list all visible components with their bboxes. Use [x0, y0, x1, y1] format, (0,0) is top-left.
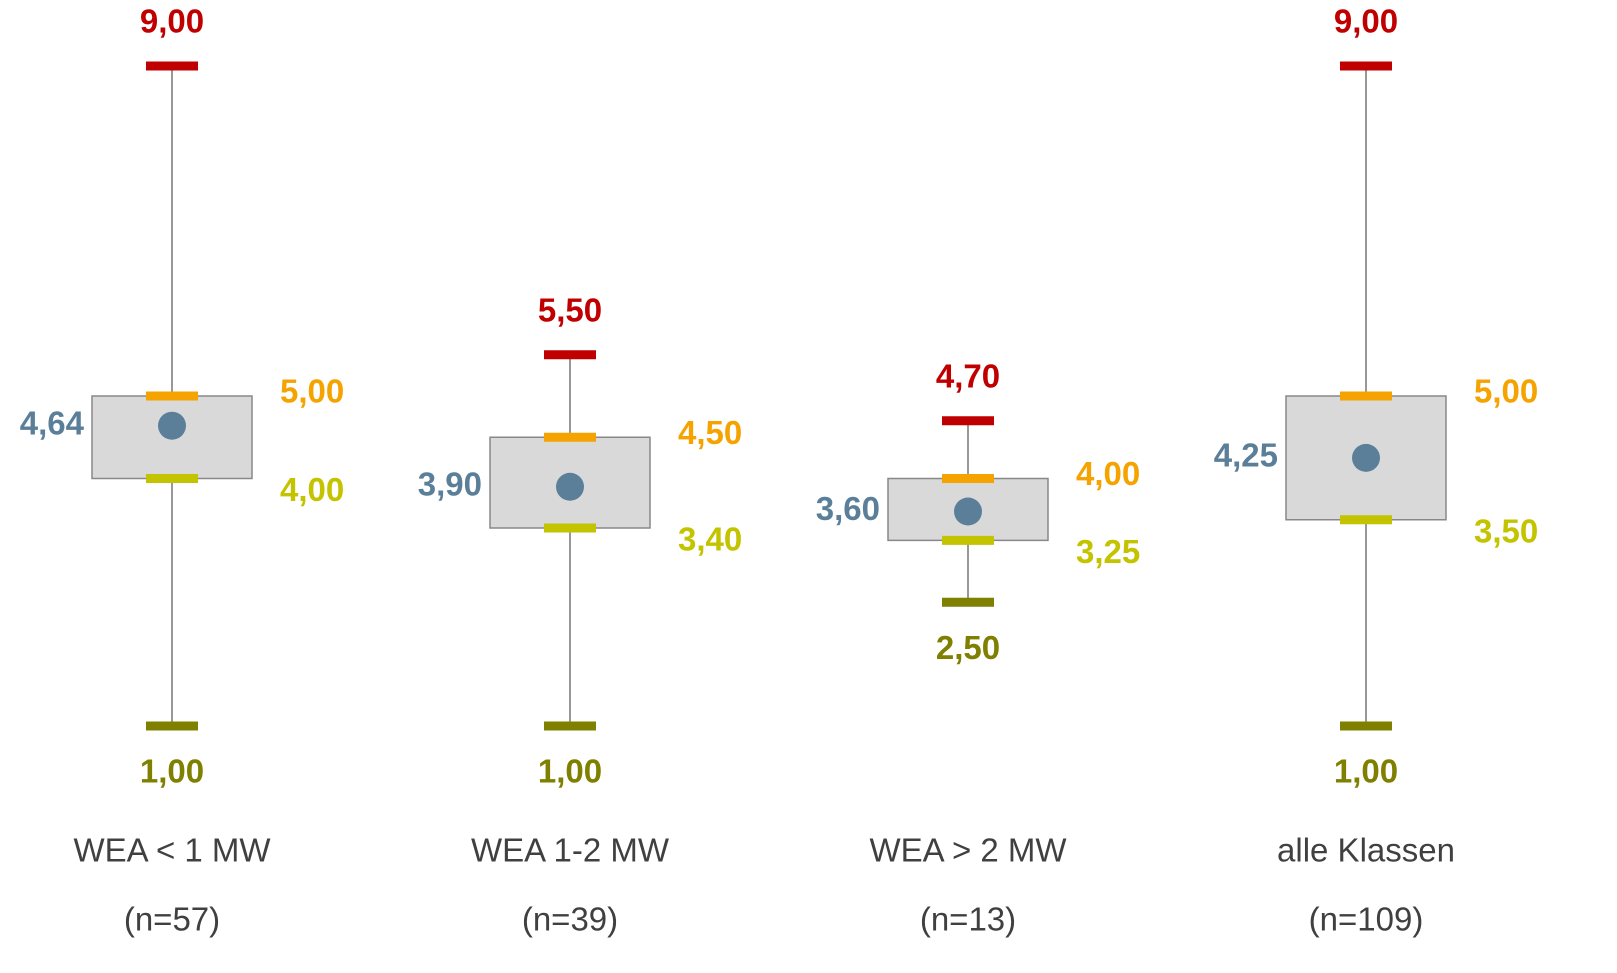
- value-label-mean: 3,90: [418, 465, 482, 502]
- category-label: alle Klassen: [1277, 832, 1455, 869]
- value-label-max: 5,50: [538, 291, 602, 328]
- value-label-q3: 5,00: [280, 373, 344, 410]
- cap-min: [942, 597, 994, 607]
- value-label-q1: 3,40: [678, 521, 742, 558]
- n-label: (n=57): [124, 901, 220, 938]
- cap-q3: [1340, 391, 1392, 401]
- mean-dot: [954, 497, 982, 526]
- mean-dot: [556, 472, 584, 501]
- value-label-q1: 4,00: [280, 471, 344, 508]
- cap-q3: [942, 474, 994, 483]
- n-label: (n=13): [920, 901, 1016, 938]
- value-label-q1: 3,50: [1474, 512, 1538, 549]
- value-label-mean: 3,60: [816, 490, 880, 527]
- cap-max: [942, 416, 994, 426]
- value-label-min: 1,00: [1334, 753, 1398, 790]
- value-label-q1: 3,25: [1076, 533, 1140, 570]
- cap-min: [1340, 721, 1392, 731]
- cap-q1: [544, 523, 596, 533]
- value-label-q3: 4,50: [678, 414, 742, 451]
- cap-min: [146, 721, 198, 731]
- cap-min: [544, 721, 596, 731]
- category-label: WEA 1-2 MW: [471, 832, 670, 869]
- cap-q3: [146, 391, 198, 401]
- value-label-q3: 5,00: [1474, 373, 1538, 410]
- n-label: (n=109): [1309, 901, 1424, 938]
- value-label-min: 1,00: [538, 753, 602, 790]
- cap-max: [544, 350, 596, 360]
- value-label-max: 9,00: [1334, 3, 1398, 40]
- cap-max: [1340, 61, 1392, 71]
- value-label-max: 9,00: [140, 3, 204, 40]
- value-label-mean: 4,64: [20, 404, 85, 441]
- value-label-max: 4,70: [936, 357, 1000, 394]
- cap-q3: [544, 432, 596, 442]
- category-label: WEA > 2 MW: [869, 832, 1067, 869]
- n-label: (n=39): [522, 901, 618, 938]
- value-label-min: 1,00: [140, 753, 204, 790]
- value-label-q3: 4,00: [1076, 455, 1140, 492]
- cap-q1: [146, 474, 198, 483]
- mean-dot: [1352, 443, 1380, 472]
- cap-q1: [942, 535, 994, 545]
- value-label-mean: 4,25: [1214, 437, 1278, 474]
- cap-q1: [1340, 515, 1392, 525]
- category-label: WEA < 1 MW: [73, 832, 271, 869]
- cap-max: [146, 61, 198, 71]
- mean-dot: [158, 411, 186, 440]
- value-label-min: 2,50: [936, 629, 1000, 666]
